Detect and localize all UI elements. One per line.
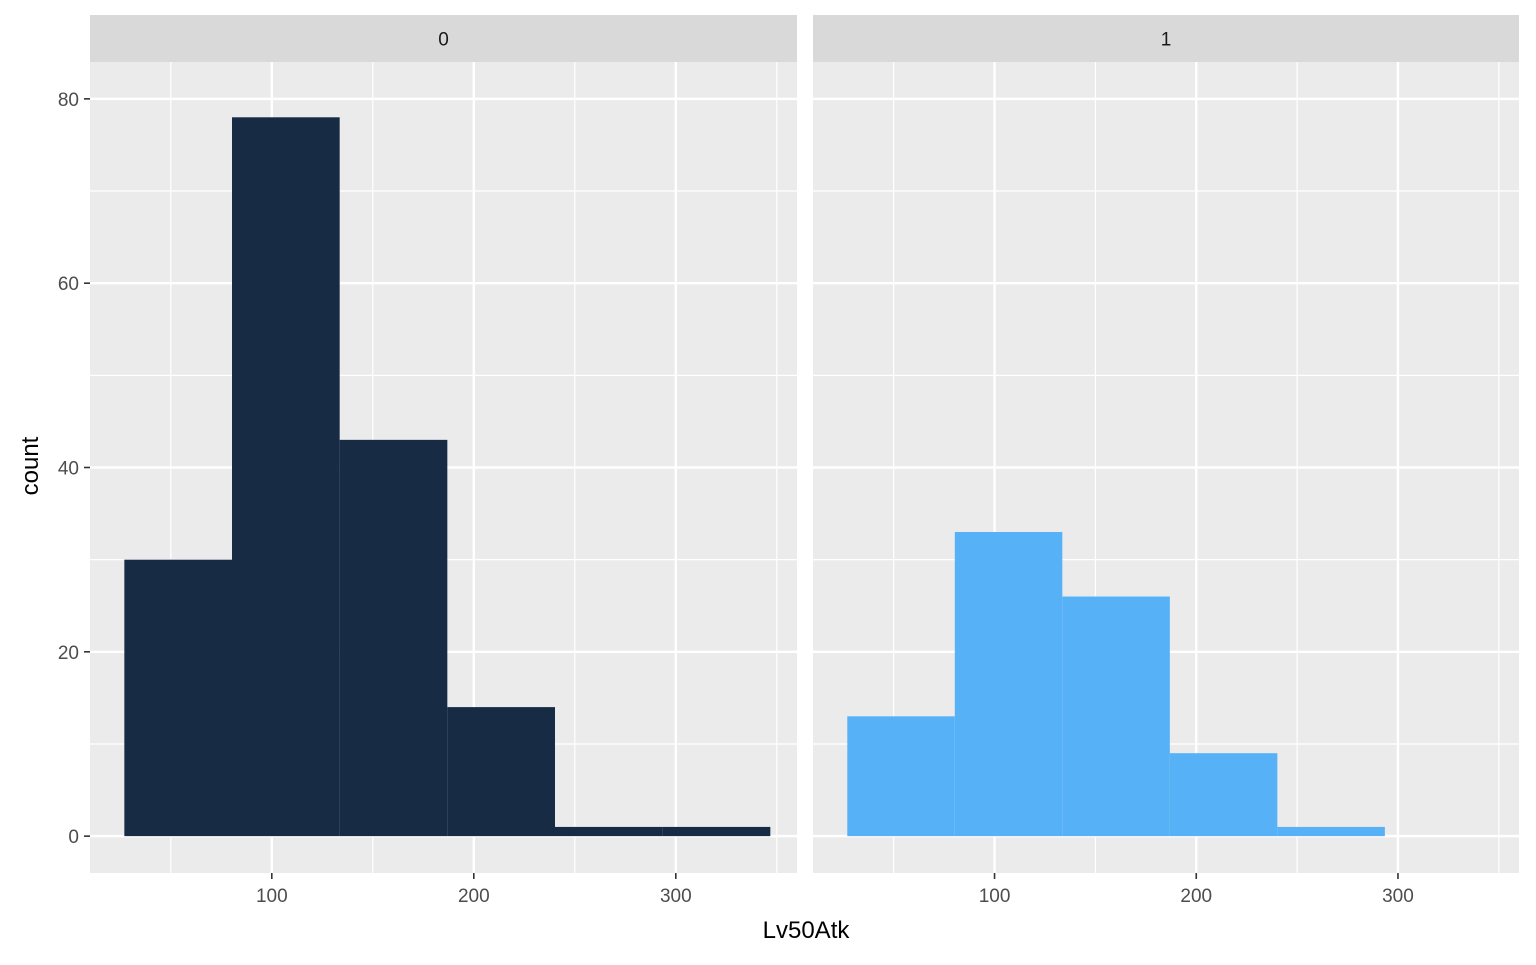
y-tick-label: 80	[58, 90, 79, 111]
y-tick-label: 0	[68, 827, 79, 848]
histogram-bar	[339, 439, 448, 837]
histogram-bar	[662, 826, 771, 837]
x-axis-title: Lv50Atk	[763, 917, 851, 944]
histogram-bar	[555, 826, 663, 837]
histogram-bar	[847, 716, 955, 837]
facet-panel-0: 0 100 200 300	[90, 15, 797, 907]
x-tick-label: 200	[458, 886, 490, 907]
x-tick-label: 100	[256, 886, 288, 907]
facet-strip-label: 0	[438, 30, 449, 51]
y-tick-label: 20	[58, 643, 79, 664]
facet-strip	[90, 15, 797, 62]
y-tick-label: 40	[58, 459, 79, 480]
histogram-bar	[232, 117, 340, 837]
histogram-bar	[124, 559, 233, 837]
x-tick-label: 300	[660, 886, 692, 907]
y-axis-title: count	[17, 436, 44, 495]
histogram-bar	[1277, 826, 1385, 837]
x-tick-label: 200	[1180, 886, 1212, 907]
histogram-bar	[954, 532, 1063, 837]
y-axis: 0 20 40 60 80	[58, 90, 90, 848]
histogram-bar	[1169, 753, 1278, 837]
histogram-bar	[1062, 596, 1170, 837]
facet-strip	[813, 15, 1519, 62]
panels-layer: 0 100 200 300 1 100 200 300	[90, 15, 1519, 907]
x-tick-label: 100	[979, 886, 1011, 907]
facet-strip-label: 1	[1161, 30, 1172, 51]
x-tick-label: 300	[1382, 886, 1414, 907]
histogram-bar	[447, 707, 556, 837]
y-tick-label: 60	[58, 274, 79, 295]
facet-panel-1: 1 100 200 300	[813, 15, 1519, 907]
